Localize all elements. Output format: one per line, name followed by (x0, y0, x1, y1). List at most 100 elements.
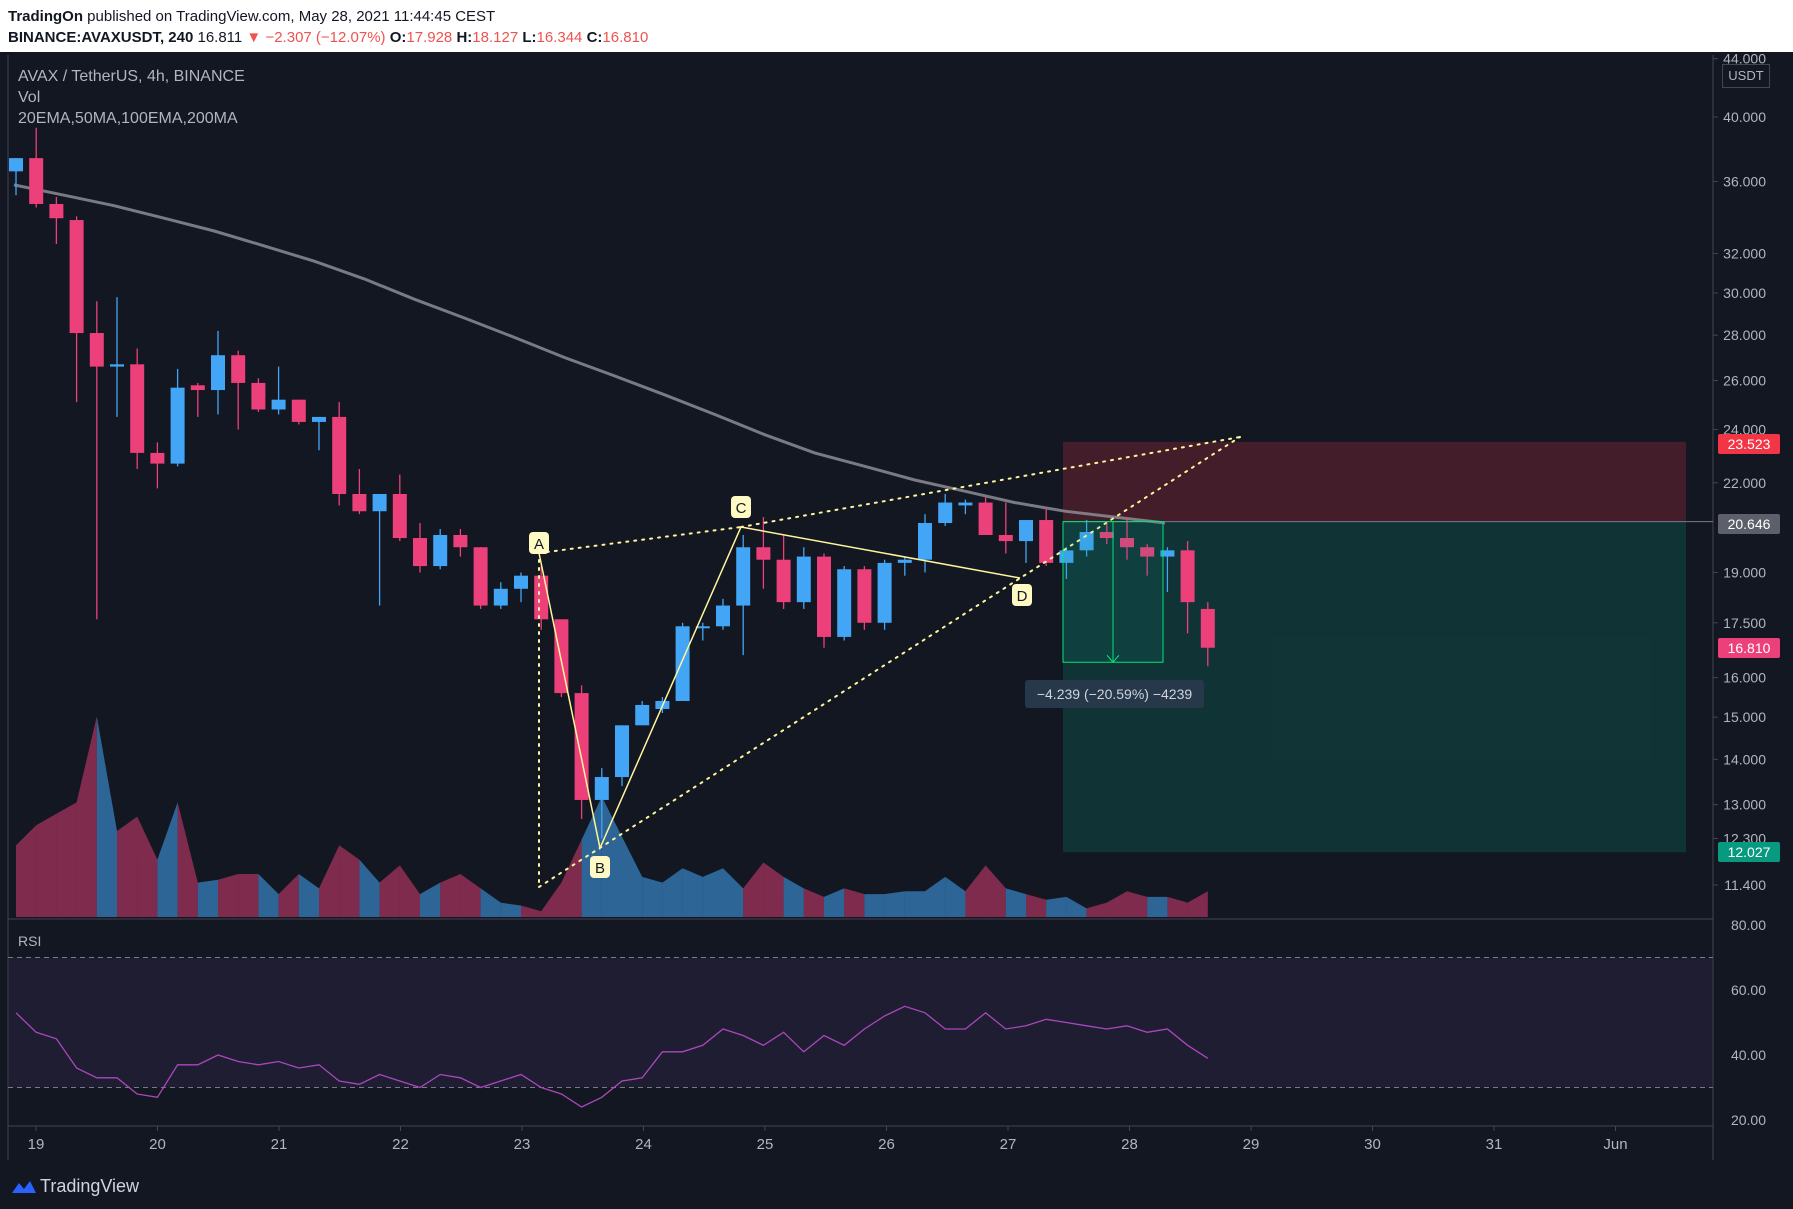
volume-segment (662, 868, 683, 917)
candle-body (251, 382, 266, 410)
volume-segment (339, 845, 360, 917)
date-tick-label: 21 (271, 1136, 288, 1153)
legend-volume[interactable]: Vol (18, 89, 41, 106)
candle (938, 493, 953, 526)
volume-segment (177, 802, 198, 917)
date-tick-label: 29 (1243, 1136, 1260, 1153)
candle-body (918, 522, 932, 560)
candle-body (756, 547, 771, 560)
candle-body (312, 416, 326, 422)
rsi-tick-label: 80.00 (1731, 917, 1766, 933)
candle (433, 528, 448, 570)
candle (372, 493, 387, 606)
candle-body (675, 626, 690, 701)
volume-segment (925, 876, 946, 917)
candle-body (170, 387, 185, 464)
candle (231, 350, 246, 430)
volume-segment (117, 816, 138, 917)
candle (958, 499, 973, 515)
candle (736, 534, 751, 656)
candle-body (231, 355, 246, 383)
publish-line: TradingOn published on TradingView.com, … (8, 8, 495, 25)
low-key: L: (522, 29, 537, 46)
candle (675, 622, 690, 701)
volume-segment (783, 876, 804, 917)
candle-body (413, 538, 427, 567)
legend-moving-averages[interactable]: 20EMA,50MA,100EMA,200MA (18, 110, 238, 127)
price-tick-label: 30.000 (1723, 285, 1766, 301)
price-tick-label: 26.000 (1723, 373, 1766, 389)
candle-body (291, 399, 306, 422)
candle-body (635, 704, 650, 726)
volume-segment (1066, 896, 1087, 917)
entry-price-label: 20.646 (1718, 514, 1780, 534)
candle (1039, 508, 1054, 567)
rsi-band-fill (9, 957, 1712, 1088)
candle (1180, 541, 1195, 634)
volume-segment (1005, 888, 1026, 917)
candle (534, 566, 549, 630)
volume-segment (16, 825, 37, 917)
candle-body (594, 777, 609, 800)
volume-segment (399, 865, 420, 917)
date-tick-label: Jun (1603, 1136, 1627, 1153)
candle (796, 547, 811, 609)
candle (1099, 522, 1114, 545)
candle (998, 502, 1013, 554)
candle-body (211, 355, 225, 391)
volume-segment (298, 874, 319, 917)
currency-unit-label[interactable]: USDT (1722, 64, 1770, 88)
footer-brand[interactable]: TradingView (40, 1176, 140, 1196)
candle (271, 366, 286, 415)
ma-line (13, 183, 1166, 525)
price-tick-label: 24.000 (1723, 422, 1766, 438)
rsi-pane-label[interactable]: RSI (18, 933, 42, 949)
volume-segment (601, 796, 622, 917)
candle (978, 496, 993, 535)
close-value: 16.810 (602, 29, 649, 46)
price-change: −2.307 (−12.07%) (265, 29, 386, 46)
candle-body (110, 364, 124, 367)
candle (453, 528, 468, 557)
candle-body (1200, 608, 1215, 648)
volume-segment (844, 888, 865, 917)
candle-body (473, 547, 488, 606)
pattern-label-text: C (736, 500, 747, 517)
pattern-label-bg (590, 856, 610, 878)
candle-body (534, 575, 549, 620)
candle (756, 517, 771, 589)
date-tick-label: 23 (514, 1136, 531, 1153)
candle-body (271, 399, 286, 410)
date-tick-label: 26 (878, 1136, 895, 1153)
volume-segment (157, 802, 178, 917)
publish-info: published on TradingView.com, May 28, 20… (87, 8, 496, 25)
volume-segment (1187, 891, 1208, 917)
volume-segment (56, 802, 77, 917)
volume-segment (743, 862, 764, 917)
candle-body (958, 502, 973, 506)
date-tick-label: 28 (1121, 1136, 1138, 1153)
volume-segment (319, 845, 340, 917)
rsi-pane-bg (8, 920, 1713, 1125)
target-price-label: 12.027 (1718, 842, 1780, 862)
candle (635, 700, 650, 726)
candle (170, 368, 185, 467)
volume-segment (702, 868, 723, 917)
legend-pair[interactable]: AVAX / TetherUS, 4h, BINANCE (18, 68, 245, 85)
pattern-label-text: D (1017, 588, 1028, 605)
candle (150, 442, 165, 489)
volume-segment (420, 882, 441, 917)
candle-body (897, 559, 912, 563)
volume-segment (622, 836, 643, 917)
candle-body (695, 626, 710, 629)
candle-body (150, 452, 165, 464)
volume-segment (440, 874, 461, 917)
candle (615, 725, 629, 787)
pattern-label-bg (529, 532, 549, 554)
volume-segment (985, 865, 1006, 917)
candle (1079, 520, 1094, 557)
rsi-tick-label: 40.00 (1731, 1047, 1766, 1063)
position-stop-zone (1063, 441, 1686, 522)
candle (897, 556, 912, 576)
